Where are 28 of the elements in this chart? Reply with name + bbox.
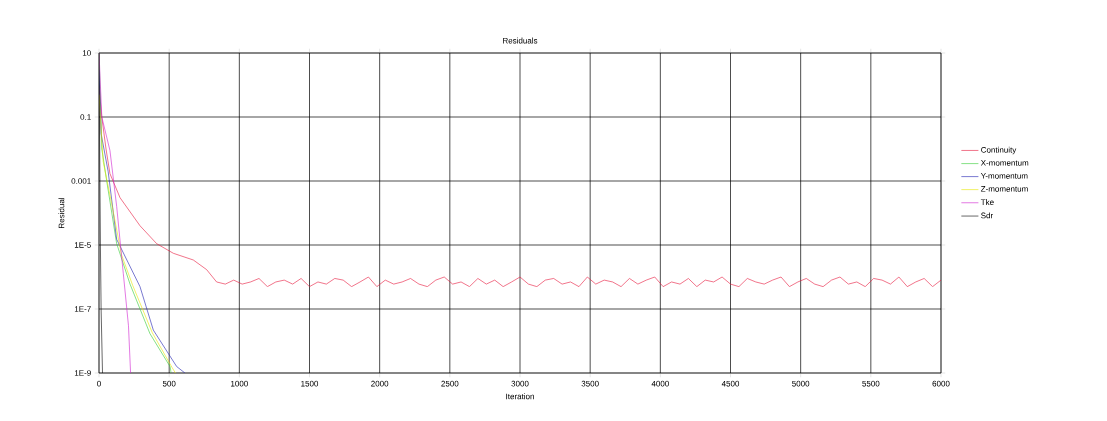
y-tick-label: 10 (82, 50, 91, 56)
legend-label: Tke (980, 199, 994, 205)
legend-label: Continuity (981, 146, 1017, 155)
y-tick-label: 1E-7 (74, 306, 91, 312)
legend-label: Z-momentum (980, 186, 1028, 192)
x-tick-label: 2000 (371, 380, 389, 387)
y-axis-title: Residual (58, 197, 65, 228)
x-tick-label: 1000 (231, 380, 248, 387)
legend-label: Sdr (981, 212, 994, 219)
x-tick-label: 2500 (441, 380, 459, 387)
x-tick-label: 0 (97, 380, 101, 387)
x-tick-label: 3000 (511, 380, 529, 387)
x-tick-label: 1500 (301, 380, 319, 387)
legend-label: Y-momentum (980, 173, 1028, 179)
x-tick-label: 4500 (721, 380, 740, 387)
chart-title: Residuals (503, 37, 538, 44)
x-tick-label: 3500 (581, 380, 599, 387)
legend-label: X-momentum (980, 160, 1029, 166)
x-tick-label: 5500 (862, 380, 880, 387)
x-tick-label: 500 (162, 380, 176, 387)
x-axis-title: Iteration (506, 393, 534, 400)
y-tick-label: 0.001 (71, 178, 91, 184)
x-tick-label: 4000 (651, 380, 669, 387)
y-tick-label: 1E-5 (74, 242, 91, 248)
x-tick-label: 5000 (792, 380, 810, 387)
x-tick-label: 6000 (932, 380, 950, 387)
y-tick-label: 1E-9 (74, 370, 91, 376)
y-tick-label: 0.1 (80, 114, 91, 120)
